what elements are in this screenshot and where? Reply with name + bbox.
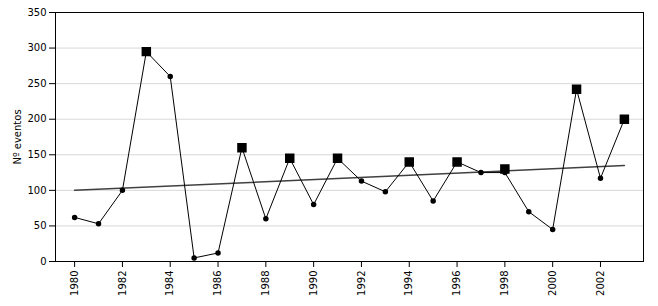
svg-text:1986: 1986 <box>212 271 223 296</box>
svg-text:150: 150 <box>27 149 46 160</box>
svg-text:300: 300 <box>27 42 46 53</box>
svg-text:1994: 1994 <box>403 271 414 296</box>
svg-text:50: 50 <box>34 220 47 231</box>
svg-text:1996: 1996 <box>451 271 462 296</box>
svg-text:1998: 1998 <box>499 271 510 296</box>
svg-text:1992: 1992 <box>356 271 367 296</box>
svg-text:Nº eventos: Nº eventos <box>12 109 23 164</box>
svg-text:2002: 2002 <box>595 271 606 296</box>
svg-text:1984: 1984 <box>164 271 175 296</box>
svg-text:1982: 1982 <box>117 271 128 296</box>
svg-text:1990: 1990 <box>308 271 319 296</box>
svg-text:350: 350 <box>27 7 46 18</box>
svg-text:100: 100 <box>27 185 46 196</box>
svg-text:1980: 1980 <box>69 271 80 296</box>
svg-text:1988: 1988 <box>260 271 271 296</box>
svg-text:2000: 2000 <box>547 271 558 296</box>
svg-text:0: 0 <box>40 256 46 267</box>
svg-text:200: 200 <box>27 113 46 124</box>
svg-text:250: 250 <box>27 78 46 89</box>
